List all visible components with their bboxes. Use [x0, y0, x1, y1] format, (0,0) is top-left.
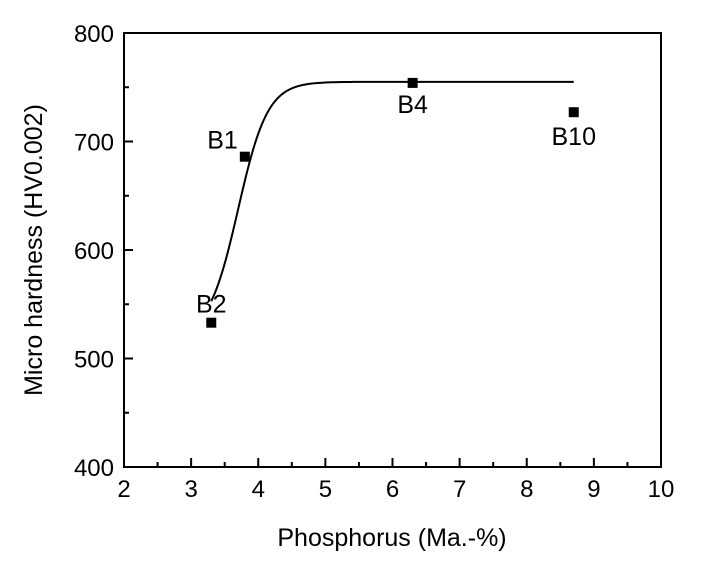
- x-tick-label: 10: [648, 476, 675, 503]
- data-point-b10: [568, 107, 579, 118]
- x-axis-title: Phosphorus (Ma.-%): [277, 524, 506, 552]
- y-tick-label: 600: [74, 238, 114, 265]
- point-label-b2: B2: [196, 291, 227, 319]
- y-tick-label: 800: [74, 21, 114, 48]
- tick-labels: 2 3 4 5 6 7 8 9 10 400 500 600 700 800: [74, 21, 674, 503]
- point-label-b4: B4: [397, 91, 428, 119]
- point-labels: B2 B1 B4 B10: [196, 91, 596, 319]
- x-tick-label: 4: [252, 476, 265, 503]
- point-label-b1: B1: [207, 127, 238, 155]
- x-tick-label: 5: [319, 476, 332, 503]
- x-tick-label: 6: [386, 476, 399, 503]
- y-axis-title: Micro hardness (HV0.002): [20, 104, 48, 396]
- x-tick-label: 2: [117, 476, 130, 503]
- data-point-b2: [206, 317, 217, 328]
- plot-frame: [123, 32, 662, 468]
- data-point-b4: [407, 77, 418, 88]
- y-tick-label: 700: [74, 130, 114, 157]
- data-point-b1: [239, 151, 250, 162]
- point-label-b10: B10: [551, 123, 595, 151]
- y-tick-label: 500: [74, 347, 114, 374]
- x-tick-label: 3: [184, 476, 197, 503]
- data-points: [206, 77, 579, 328]
- x-tick-label: 7: [453, 476, 466, 503]
- fit-curve: [210, 80, 574, 302]
- y-tick-label: 400: [74, 455, 114, 482]
- axis-ticks: [123, 32, 662, 468]
- x-tick-label: 8: [520, 476, 533, 503]
- x-tick-label: 9: [587, 476, 600, 503]
